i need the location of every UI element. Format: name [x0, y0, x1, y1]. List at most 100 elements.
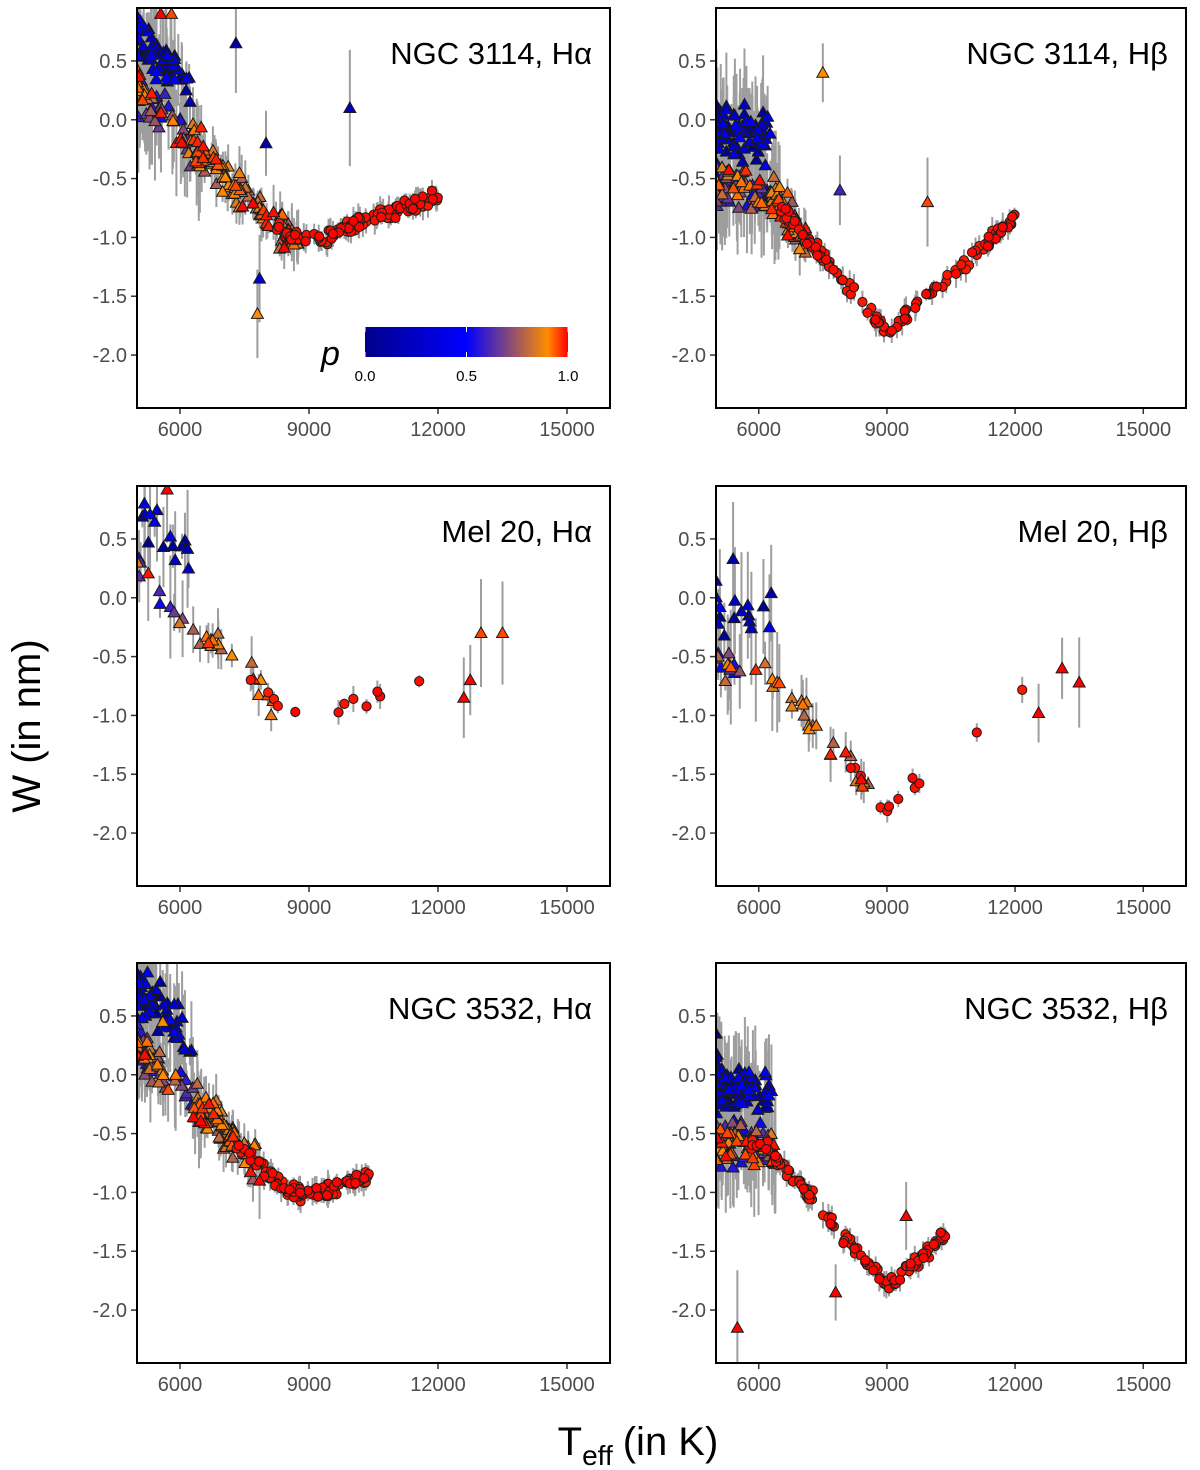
- star-point: [716, 649, 725, 662]
- member-point: [950, 268, 962, 279]
- star-point: [155, 1014, 170, 1027]
- star-point: [920, 195, 935, 208]
- member-point: [770, 1150, 781, 1162]
- y-tick-label: -0.5: [93, 169, 127, 191]
- star-point: [159, 69, 174, 82]
- star-point: [179, 71, 194, 84]
- star-point: [760, 1100, 775, 1113]
- data-points: [716, 43, 1020, 343]
- panel-frame: [136, 485, 611, 887]
- member-point: [956, 259, 967, 270]
- member-point: [289, 229, 301, 241]
- star-point: [153, 596, 167, 609]
- x-tick-label: 12000: [410, 897, 466, 919]
- member-point: [874, 1273, 885, 1285]
- member-point: [761, 1143, 772, 1155]
- y-tick-label: 0.5: [99, 529, 127, 551]
- star-point: [143, 507, 157, 520]
- star-point: [151, 1075, 166, 1088]
- star-point: [137, 496, 152, 509]
- star-point: [772, 676, 787, 689]
- star-point: [734, 604, 749, 617]
- member-point: [314, 231, 325, 242]
- star-point: [137, 31, 146, 44]
- member-point: [273, 221, 284, 233]
- star-point: [734, 1077, 749, 1090]
- member-point: [797, 229, 808, 241]
- data-points: [137, 486, 510, 739]
- star-point: [741, 1088, 756, 1101]
- star-point: [795, 697, 810, 710]
- star-point: [180, 541, 195, 554]
- star-point: [156, 997, 171, 1010]
- star-point: [716, 1026, 723, 1039]
- member-point: [910, 302, 921, 313]
- y-tick-label: 0.5: [678, 529, 706, 551]
- star-point: [160, 486, 174, 495]
- colorbar-tick-label: 1.0: [558, 368, 579, 385]
- member-point: [263, 687, 274, 698]
- star-point: [225, 648, 239, 661]
- y-tick-label: 0.0: [99, 110, 127, 132]
- y-tick-label: -1.5: [93, 764, 127, 786]
- star-point: [495, 626, 510, 639]
- member-point: [327, 228, 339, 239]
- star-point: [179, 83, 194, 96]
- star-point: [730, 1320, 745, 1333]
- star-point: [751, 144, 766, 157]
- y-tick-label: -2.0: [672, 345, 706, 367]
- x-tick-label: 6000: [736, 1374, 781, 1396]
- member-point: [848, 282, 860, 293]
- member-point: [971, 727, 982, 738]
- star-point: [833, 183, 847, 196]
- star-point: [150, 503, 164, 516]
- member-point: [245, 674, 256, 686]
- star-point: [738, 1147, 753, 1160]
- star-point: [183, 94, 197, 107]
- y-tick-label: -1.0: [672, 705, 706, 727]
- star-point: [728, 118, 743, 131]
- member-point: [300, 236, 311, 247]
- x-tick-label: 12000: [987, 419, 1043, 441]
- x-tick-label: 12000: [410, 419, 466, 441]
- member-point: [321, 1190, 333, 1201]
- member-point: [267, 1168, 278, 1179]
- member-point: [997, 221, 1008, 233]
- x-tick-label: 15000: [539, 419, 595, 441]
- star-point: [763, 126, 777, 139]
- star-point: [737, 97, 752, 110]
- star-point: [168, 553, 183, 566]
- x-tick-label: 9000: [865, 897, 910, 919]
- member-point: [1007, 211, 1018, 222]
- member-point: [821, 254, 832, 265]
- star-point: [456, 690, 471, 703]
- star-point: [716, 1131, 725, 1144]
- star-point: [748, 662, 763, 675]
- star-point: [764, 202, 779, 215]
- star-point: [251, 688, 266, 701]
- star-point: [1055, 661, 1069, 674]
- x-tick-label: 9000: [287, 419, 332, 441]
- star-point: [141, 566, 156, 579]
- y-tick-label: -0.5: [93, 647, 127, 669]
- star-point: [166, 539, 180, 552]
- data-points: [137, 963, 374, 1219]
- y-tick-label: -2.0: [93, 823, 127, 845]
- y-tick-label: -1.5: [672, 286, 706, 308]
- star-point: [797, 708, 811, 721]
- star-point: [161, 1082, 175, 1095]
- member-point: [780, 203, 791, 215]
- star-point: [752, 173, 767, 186]
- star-point: [764, 586, 779, 599]
- star-point: [719, 102, 733, 115]
- member-point: [907, 773, 918, 784]
- member-point: [339, 698, 350, 709]
- star-point: [716, 1159, 728, 1172]
- star-point: [137, 69, 146, 82]
- star-point: [785, 699, 799, 712]
- star-point: [723, 660, 738, 673]
- star-point: [160, 48, 175, 61]
- star-point: [758, 1065, 773, 1078]
- star-point: [149, 72, 164, 85]
- panel-ngc3114-ha: 6000 9000 12000 15000 0.5 0.0 -0.5 -1.0 -1.5 -2.0…: [93, 7, 611, 441]
